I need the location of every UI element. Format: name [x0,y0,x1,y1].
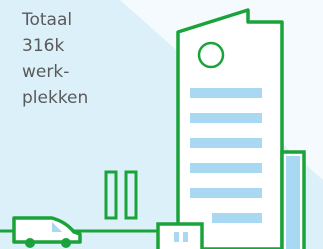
illustration: Totaal 316k werk- plekken [0,0,323,249]
annex-glass [286,156,300,249]
label-line: 316k [22,36,64,56]
label-line: Totaal [21,10,72,30]
door [183,232,188,242]
door [174,232,179,242]
label-line: werk- [22,62,69,82]
page: {"label": {"lines": ["Totaal", "316k", "… [0,0,323,249]
wheel [61,238,71,248]
entrance [158,224,202,249]
wheel [25,238,35,248]
label-line: plekken [22,88,88,108]
